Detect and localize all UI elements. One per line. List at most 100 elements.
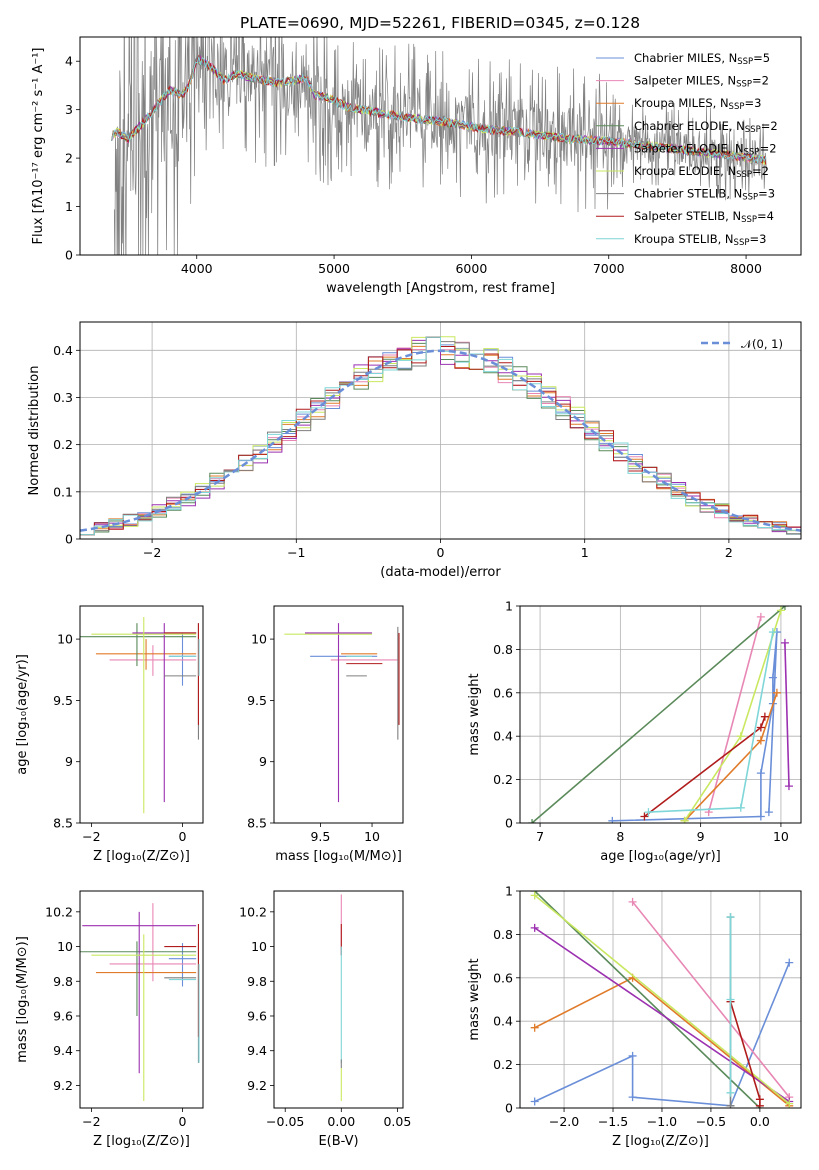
y-tick-label: 3 — [65, 102, 73, 117]
x-tick-label: 7 — [536, 829, 544, 844]
data-point-marker — [530, 891, 539, 900]
y-tick-label: 10.2 — [239, 904, 267, 919]
y-tick-label: 2 — [65, 151, 73, 166]
y-tick-label: 9.4 — [247, 1043, 267, 1058]
y-tick-label: 9.6 — [247, 1008, 267, 1023]
plot-area — [80, 617, 200, 814]
y-tick-label: 0 — [65, 532, 73, 547]
data-point-marker — [780, 606, 789, 610]
y-tick-label: 1 — [505, 599, 513, 614]
y-tick-label: 9.2 — [53, 1078, 73, 1093]
y-axis-label: mass [log₁₀(M/M⊙)] — [15, 936, 30, 1063]
plot-area — [80, 336, 801, 536]
x-tick-label: −1 — [287, 545, 305, 560]
x-tick-label: 0 — [179, 829, 187, 844]
data-point-marker — [755, 1101, 764, 1108]
x-tick-label: −0.05 — [266, 1114, 304, 1129]
data-point-marker — [726, 1101, 735, 1108]
data-point-marker — [680, 816, 689, 823]
figure-title: PLATE=0690, MJD=52261, FIBERID=0345, z=0… — [240, 14, 640, 32]
data-point-marker — [785, 958, 794, 967]
mass-weight-line — [534, 894, 790, 1105]
mass-vs-EBV-panel: −0.05 0.00 0.05 9.2 9.4 9.6 9.8 10 10.2 E(B-V) — [239, 890, 411, 1149]
y-tick-label: 10 — [57, 939, 73, 954]
mass-weight-line — [531, 606, 786, 823]
x-tick-label: 7000 — [593, 261, 625, 276]
y-tick-label: 0.2 — [493, 1057, 513, 1072]
y-tick-label: 9 — [65, 754, 73, 769]
data-point-marker — [776, 606, 785, 615]
data-spectrum-line — [113, 37, 767, 255]
mass-weight-line — [784, 642, 790, 787]
histogram-step-line — [80, 336, 801, 536]
legend-entry: Salpeter MILES, NSSP=2 — [634, 74, 769, 90]
mass-weight-line — [534, 927, 790, 1103]
y-axis-label: age [log₁₀(age/yr)] — [15, 654, 30, 775]
mass-vs-Z-panel: −2 0 9.2 9.4 9.6 9.8 10 10.2 Z [log₁₀(Z/Z⊙)] mass… — [15, 890, 204, 1149]
axes-frame — [273, 890, 404, 1109]
y-tick-label: 9.5 — [53, 693, 73, 708]
data-point-marker — [628, 1093, 637, 1102]
data-point-marker — [530, 923, 539, 932]
data-point-marker — [640, 812, 649, 821]
y-tick-label: 9.4 — [53, 1043, 73, 1058]
age-vs-mass-panel: 9.5 10 8.5 9 9.5 10 mass [log₁₀(M/M⊙)] — [247, 605, 404, 864]
x-tick-label: 9.5 — [310, 829, 330, 844]
x-tick-label: 6000 — [455, 261, 487, 276]
x-tick-label: 4000 — [181, 261, 213, 276]
x-axis-label: Z [log₁₀(Z/Z⊙)] — [93, 1134, 190, 1149]
x-tick-label: 1 — [581, 545, 589, 560]
data-point-marker — [780, 638, 789, 647]
x-tick-label: 10 — [773, 829, 789, 844]
y-tick-label: 9 — [259, 754, 267, 769]
data-point-marker — [726, 1088, 735, 1097]
plot-area — [528, 606, 793, 823]
y-tick-label: 0.8 — [493, 927, 513, 942]
x-tick-label: 0.00 — [327, 1114, 355, 1129]
y-tick-label: 10 — [251, 939, 267, 954]
y-tick-label: 0.8 — [493, 642, 513, 657]
y-tick-label: 8.5 — [53, 816, 73, 831]
x-tick-label: −1.0 — [647, 1114, 677, 1129]
plot-area — [284, 623, 400, 803]
data-point-marker — [756, 769, 765, 778]
y-tick-label: 10 — [251, 632, 267, 647]
mass-weight-line — [534, 891, 761, 1108]
age-vs-Z-panel: −2 0 8.5 9 9.5 10 Z [log₁₀(Z/Z⊙)] age [log₁₀(ag… — [15, 605, 204, 864]
y-tick-label: 0 — [505, 816, 513, 831]
legend-entry: 𝒩(0, 1) — [741, 337, 783, 351]
data-point-marker — [608, 816, 617, 823]
legend-entry: Chabrier ELODIE, NSSP=2 — [634, 119, 778, 135]
legend-entry: Kroupa ELODIE, NSSP=2 — [634, 164, 769, 180]
model-spectrum-line — [111, 56, 767, 165]
data-point-marker — [772, 688, 781, 697]
mass-weight-line — [729, 1001, 761, 1106]
y-tick-label: 9.6 — [53, 1008, 73, 1023]
x-tick-label: −2 — [82, 829, 100, 844]
plot-area — [80, 903, 200, 1102]
y-tick-label: 9.8 — [247, 974, 267, 989]
y-axis-label: mass weight — [467, 673, 482, 755]
model-spectrum-line — [111, 54, 767, 165]
data-point-marker — [764, 808, 773, 817]
data-point-marker — [768, 673, 777, 682]
axes-frame — [79, 36, 802, 256]
y-tick-label: 0.6 — [493, 970, 513, 985]
mass-weight-line — [648, 631, 774, 813]
data-point-marker — [528, 819, 537, 823]
data-point-marker — [768, 628, 777, 637]
x-tick-label: 5000 — [318, 261, 350, 276]
x-tick-label: 2 — [725, 545, 733, 560]
y-tick-label: 10 — [57, 632, 73, 647]
legend-entry: Kroupa MILES, NSSP=3 — [634, 96, 761, 112]
y-tick-label: 0.3 — [53, 390, 73, 405]
data-point-marker — [756, 736, 765, 745]
data-point-marker — [644, 808, 653, 817]
massweight-vs-Z-panel: −2.0 −1.5 −1.0 −0.5 0.0 0 0.2 0.4 0.6 0.8 1 Z [log₁… — [467, 884, 802, 1149]
x-tick-label: 0.05 — [383, 1114, 411, 1129]
x-tick-label: −0.5 — [696, 1114, 726, 1129]
x-tick-label: 0.0 — [750, 1114, 770, 1129]
y-tick-label: 0.4 — [493, 1014, 513, 1029]
gaussian-curve — [80, 349, 801, 532]
